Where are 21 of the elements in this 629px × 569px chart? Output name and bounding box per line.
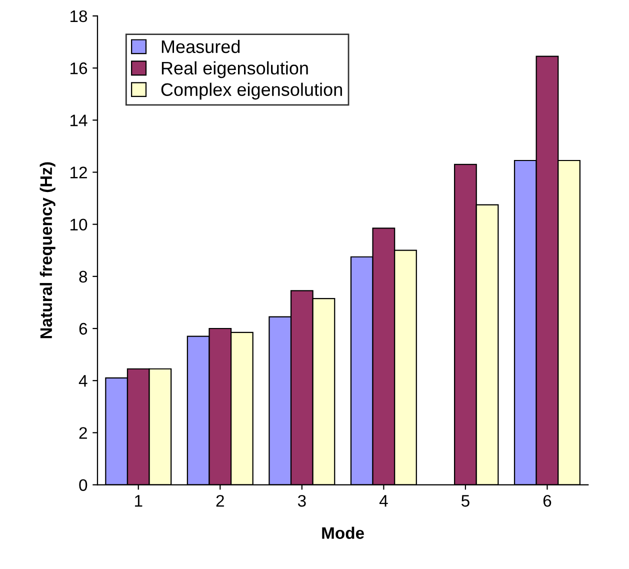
x-tick-label: 3 (298, 494, 306, 507)
legend-label: Complex eigensolution (161, 82, 342, 100)
x-tick-label: 6 (543, 494, 552, 507)
legend-label: Real eigensolution (162, 61, 308, 78)
x-tick-label: 2 (216, 494, 224, 507)
y-tick-label: 10 (70, 218, 88, 231)
y-tick-label: 0 (79, 479, 88, 491)
y-tick-label: 4 (78, 375, 88, 387)
x-tick-label: 1 (135, 495, 142, 507)
y-tick-label: 6 (79, 322, 88, 335)
y-tick-label: 16 (70, 62, 88, 74)
y-tick-label: 18 (70, 10, 88, 22)
y-tick-label: 8 (79, 270, 88, 283)
y-axis-title: Natural frequency (Hz) (40, 162, 56, 338)
x-tick-label: 5 (461, 495, 470, 507)
x-tick-label: 4 (379, 495, 388, 507)
y-tick-label: 14 (70, 114, 88, 126)
x-axis-title: Mode (322, 526, 364, 539)
legend-label: Measured (162, 40, 240, 54)
y-tick-label: 2 (79, 427, 87, 439)
y-tick-label: 12 (70, 166, 87, 178)
